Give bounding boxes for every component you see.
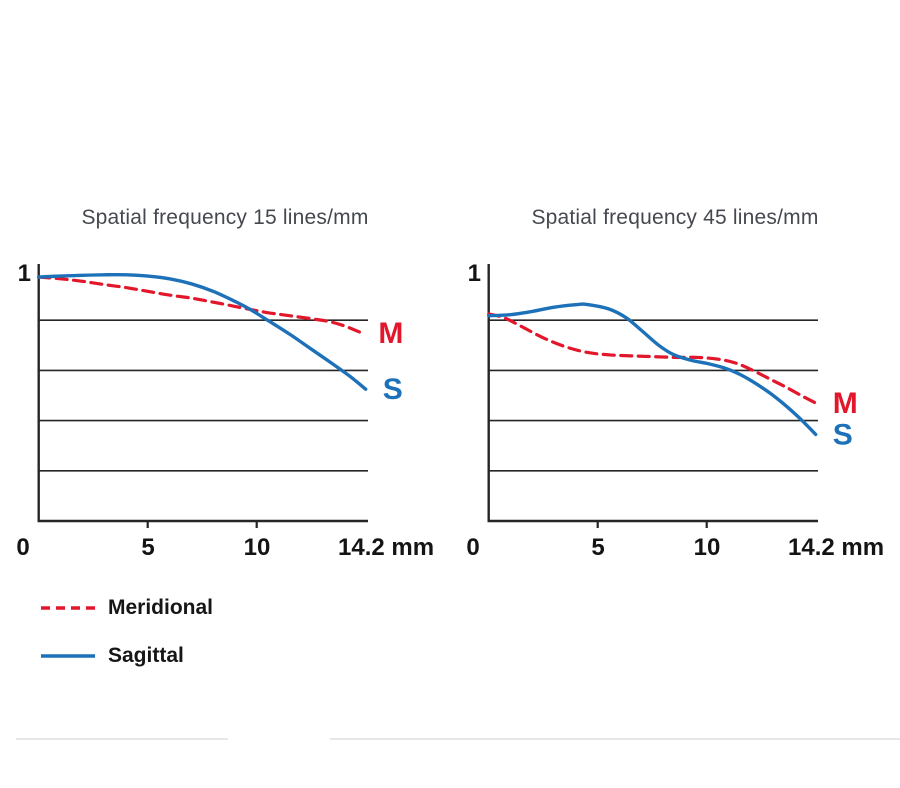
chart-title-45: Spatial frequency 45 lines/mm xyxy=(531,206,819,229)
sagittal-s-label: S xyxy=(833,418,853,451)
plot-area-15: 1 0 5 10 14.2 mm M S xyxy=(16,260,434,561)
y-axis-top-label: 1 xyxy=(18,260,31,287)
y-axis-top-label: 1 xyxy=(468,260,481,287)
x-tick-label-0: 0 xyxy=(16,534,29,561)
x-end-label: 14.2 mm xyxy=(338,534,434,561)
meridional-dashed-line-sample xyxy=(41,606,95,610)
x-tick-label-0: 0 xyxy=(466,534,479,561)
legend-label-meridional: Meridional xyxy=(108,596,214,619)
legend-item-meridional: Meridional xyxy=(40,593,213,623)
chart-15-lines: Spatial frequency 15 lines/mm 1 0 5 10 1… xyxy=(0,205,450,575)
x-tick-label-5: 5 xyxy=(591,534,604,561)
grid-and-axes-15 xyxy=(37,264,368,528)
chart-title-15: Spatial frequency 15 lines/mm xyxy=(81,206,369,229)
meridional-curve-15 xyxy=(37,275,363,335)
bottom-divider-right xyxy=(330,738,900,740)
legend-item-sagittal: Sagittal xyxy=(40,641,213,671)
x-end-label: 14.2 mm xyxy=(788,534,884,561)
legend-label-sagittal: Sagittal xyxy=(108,644,184,667)
plot-area-45: 1 0 5 10 14.2 mm M S xyxy=(466,260,884,561)
grid-and-axes-45 xyxy=(487,264,818,528)
sagittal-curve-45 xyxy=(487,302,818,437)
chart-45-lines: Spatial frequency 45 lines/mm 1 0 5 10 1… xyxy=(450,205,900,575)
x-tick-label-10: 10 xyxy=(244,534,271,561)
meridional-curve-45 xyxy=(487,312,818,405)
sagittal-curve-15 xyxy=(37,272,368,391)
x-tick-label-5: 5 xyxy=(141,534,154,561)
meridional-m-label: M xyxy=(378,317,403,350)
x-tick-label-10: 10 xyxy=(694,534,721,561)
meridional-m-label: M xyxy=(833,387,858,420)
bottom-divider-left xyxy=(16,738,228,740)
sagittal-solid-line-sample xyxy=(41,654,95,658)
sagittal-s-label: S xyxy=(383,373,403,406)
legend: Meridional Sagittal xyxy=(40,593,213,671)
